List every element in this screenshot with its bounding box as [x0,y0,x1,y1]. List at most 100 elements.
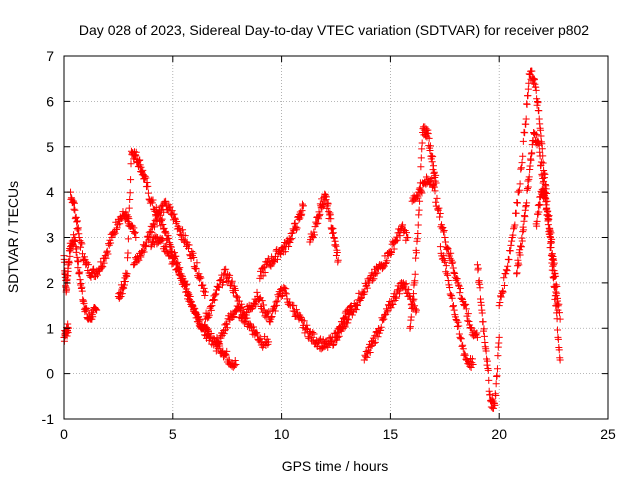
data-point [118,290,126,298]
data-point [74,264,82,272]
data-point [386,247,394,255]
data-point [73,218,81,226]
data-point [253,331,261,339]
data-point [120,281,128,289]
data-point [201,288,209,296]
data-point [221,350,229,358]
data-point [464,317,472,325]
data-point [383,308,391,316]
data-point [231,357,239,365]
data-point [535,141,543,149]
data-point [162,197,170,205]
data-point [212,347,220,355]
data-point [290,220,298,228]
data-point [428,152,436,160]
data-point [152,233,160,241]
data-point [497,293,505,301]
data-point [250,323,258,331]
data-point [494,352,502,360]
data-point [271,307,279,315]
data-point [498,287,506,295]
data-point [473,329,481,337]
data-point [222,265,230,273]
data-point [183,280,191,288]
data-point [64,267,72,275]
data-point [480,332,488,340]
data-point [171,258,179,266]
data-point [175,266,183,274]
data-point [161,228,169,236]
data-point [143,179,151,187]
data-point [426,142,434,150]
data-point [440,257,448,265]
data-point [94,271,102,279]
data-point [523,100,531,108]
data-point [341,323,349,331]
data-point [285,242,293,250]
y-tick-label: -1 [42,411,55,427]
series-arc-q [473,261,503,412]
data-point [209,334,217,342]
data-point [441,234,449,241]
series-arc-i [256,200,307,282]
data-point [158,235,166,243]
data-point [537,132,545,140]
data-point [207,303,215,311]
data-point [222,320,230,328]
data-point [263,309,271,317]
data-point [404,234,412,241]
data-point [443,245,451,253]
data-point [538,145,546,153]
data-point [554,306,562,314]
data-point [479,318,487,326]
data-point [160,198,168,206]
data-point [189,249,197,257]
data-point [142,174,150,182]
data-point [252,329,260,337]
data-point [531,130,539,138]
data-point [343,315,351,323]
data-point [380,315,388,323]
data-point [182,281,190,289]
data-point [73,245,81,253]
data-point [184,245,192,253]
data-point [550,261,558,269]
data-point [418,189,426,197]
data-point [553,289,561,297]
data-point [205,336,213,344]
data-point [449,264,457,272]
data-point [287,236,295,244]
data-point [153,217,161,225]
data-point [223,324,231,332]
data-point [515,186,523,194]
data-point [229,313,237,321]
data-point [281,248,289,256]
data-point [545,215,553,223]
data-point [334,256,342,264]
data-point [214,339,222,347]
data-point [166,203,174,211]
data-point [429,162,437,170]
data-point [506,247,514,255]
data-point [220,330,228,338]
data-point [207,306,215,314]
data-point [549,255,557,263]
data-point [246,320,254,328]
data-point [222,351,230,359]
data-point [149,220,157,228]
data-point [344,316,352,324]
data-point [444,245,452,253]
data-point [257,335,265,343]
data-point [451,269,459,277]
data-point [388,297,396,305]
data-point [414,194,422,202]
data-point [547,239,555,247]
data-point [392,294,400,302]
series-arc-a [60,231,101,323]
series-arc-r [495,67,564,323]
data-point [232,292,240,300]
data-point [509,231,517,239]
data-point [291,219,299,227]
data-point [434,205,442,213]
data-point [476,284,484,292]
